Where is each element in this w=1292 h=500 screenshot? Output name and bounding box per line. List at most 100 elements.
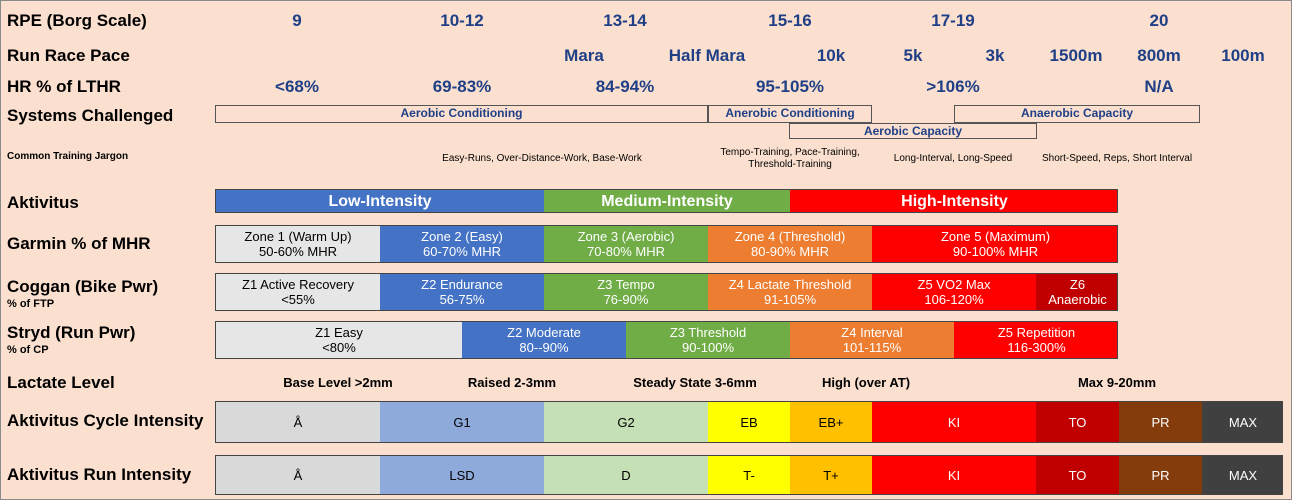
row-label-lactate: Lactate Level <box>7 373 115 392</box>
run-level-label: LSD <box>449 467 475 483</box>
row-label-aktivitus: Aktivitus <box>7 193 79 212</box>
run-level-label: TO <box>1068 467 1087 483</box>
row-label-garmin: Garmin % of MHR <box>7 234 151 253</box>
garmin-zone-name: Zone 5 (Maximum) <box>940 229 1051 244</box>
garmin-zone-range: 70-80% MHR <box>586 244 665 259</box>
system-aerobic-conditioning: Aerobic Conditioning <box>215 105 708 123</box>
run-level-label: KI <box>947 467 961 483</box>
garmin-zone-range: 80-90% MHR <box>750 244 830 259</box>
garmin-zone-range: 50-60% MHR <box>258 244 338 259</box>
garmin-zone-name: Zone 1 (Warm Up) <box>244 229 352 244</box>
cycle-level-label: KI <box>947 414 961 430</box>
coggan-zone-name: Z3 Tempo <box>597 277 655 292</box>
stryd-zone: Z3 Threshold 90-100% <box>626 322 790 358</box>
garmin-zone: Zone 5 (Maximum) 90-100% MHR <box>872 226 1117 262</box>
jargon-short: Short-Speed, Reps, Short Interval <box>1041 153 1193 164</box>
hr-value: 95-105% <box>755 77 825 96</box>
pace-value: Mara <box>564 46 604 65</box>
run-level-label: MAX <box>1228 467 1258 483</box>
rpe-value: 15-16 <box>768 11 812 30</box>
hr-value: 69-83% <box>432 77 492 96</box>
coggan-subtitle: % of FTP <box>7 298 55 310</box>
garmin-zone: Zone 4 (Threshold) 80-90% MHR <box>708 226 872 262</box>
coggan-zone-range: 56-75% <box>439 292 485 307</box>
cycle-level-label: G1 <box>453 414 471 430</box>
cycle-level: EB <box>708 402 790 442</box>
run-level: Å <box>216 456 380 494</box>
jargon-tempo-line1: Tempo-Training, Pace-Training, <box>720 147 860 158</box>
cycle-level-label: PR <box>1151 414 1170 430</box>
lactate-value: High (over AT) <box>821 375 911 390</box>
stryd-zone-name: Z2 Moderate <box>507 325 581 340</box>
hr-value: <68% <box>275 77 319 96</box>
run-level: TO <box>1036 456 1119 494</box>
garmin-zone: Zone 2 (Easy) 60-70% MHR <box>380 226 544 262</box>
coggan-zone-range: 91-105% <box>763 292 817 307</box>
run-level-label: PR <box>1151 467 1170 483</box>
lactate-value: Raised 2-3mm <box>467 375 557 390</box>
cycle-level-label: TO <box>1068 414 1087 430</box>
aktivitus-medium-label: Medium-Intensity <box>601 192 733 210</box>
cycle-level-label: Å <box>293 414 303 430</box>
run-level: KI <box>872 456 1036 494</box>
run-level-label: D <box>621 467 631 483</box>
rpe-value: 9 <box>292 11 302 30</box>
coggan-title: Coggan (Bike Pwr) <box>7 277 159 296</box>
run-level-label: T- <box>743 467 755 483</box>
jargon-long: Long-Interval, Long-Speed <box>893 153 1013 164</box>
stryd-zone-range: <80% <box>322 340 356 355</box>
aktivitus-medium: Medium-Intensity <box>544 190 790 212</box>
row-label-stryd: Stryd (Run Pwr) % of CP <box>7 323 135 356</box>
cycle-level: Å <box>216 402 380 442</box>
cycle-level: G1 <box>380 402 544 442</box>
aktivitus-low-label: Low-Intensity <box>328 192 432 210</box>
run-level-label: Å <box>293 467 303 483</box>
cycle-level-label: MAX <box>1228 414 1258 430</box>
run-level: MAX <box>1202 456 1282 494</box>
stryd-zone-range: 90-100% <box>681 340 735 355</box>
stryd-zone: Z2 Moderate 80--90% <box>462 322 626 358</box>
cycle-level: MAX <box>1202 402 1282 442</box>
jargon-easy: Easy-Runs, Over-Distance-Work, Base-Work <box>442 153 642 164</box>
stryd-zone-name: Z1 Easy <box>315 325 363 340</box>
stryd-zone: Z5 Repetition 116-300% <box>954 322 1117 358</box>
stryd-zone: Z1 Easy <80% <box>216 322 462 358</box>
rpe-value: 20 <box>1149 11 1169 30</box>
garmin-zone: Zone 3 (Aerobic) 70-80% MHR <box>544 226 708 262</box>
row-label-hr: HR % of LTHR <box>7 77 121 96</box>
row-label-jargon: Common Training Jargon <box>7 151 129 162</box>
garmin-zone-name: Zone 4 (Threshold) <box>734 229 846 244</box>
run-intensity-bar: Å LSD D T- T+ KI TO PR MAX <box>215 455 1283 495</box>
stryd-zone-range: 101-115% <box>842 340 902 355</box>
stryd-zone-name: Z4 Interval <box>841 325 903 340</box>
aktivitus-low: Low-Intensity <box>216 190 544 212</box>
pace-value: 10k <box>816 46 846 65</box>
cycle-level-label: EB+ <box>818 414 844 430</box>
system-anaerobic-capacity: Anaerobic Capacity <box>954 105 1200 123</box>
lactate-value: Max 9-20mm <box>1077 375 1157 390</box>
run-level-label: T+ <box>823 467 839 483</box>
stryd-bar: Z1 Easy <80% Z2 Moderate 80--90% Z3 Thresh… <box>215 321 1118 359</box>
stryd-zone-name: Z5 Repetition <box>997 325 1076 340</box>
hr-value: N/A <box>1144 77 1174 96</box>
cycle-level: TO <box>1036 402 1119 442</box>
coggan-zone: Z5 VO2 Max 106-120% <box>872 274 1036 310</box>
pace-value: 100m <box>1221 46 1265 65</box>
garmin-zone: Zone 1 (Warm Up) 50-60% MHR <box>216 226 380 262</box>
garmin-bar: Zone 1 (Warm Up) 50-60% MHR Zone 2 (Easy)… <box>215 225 1118 263</box>
row-label-systems: Systems Challenged <box>7 106 174 125</box>
row-label-pace: Run Race Pace <box>7 46 130 65</box>
cycle-intensity-bar: Å G1 G2 EB EB+ KI TO PR MAX <box>215 401 1283 443</box>
pace-value: 1500m <box>1049 46 1103 65</box>
aktivitus-high-label: High-Intensity <box>901 192 1008 210</box>
stryd-subtitle: % of CP <box>7 344 49 356</box>
cycle-level-label: G2 <box>617 414 635 430</box>
garmin-zone-name: Zone 2 (Easy) <box>421 229 503 244</box>
stryd-title: Stryd (Run Pwr) <box>7 323 136 342</box>
row-label-coggan: Coggan (Bike Pwr) % of FTP <box>7 277 158 310</box>
stryd-zone-range: 80--90% <box>519 340 569 355</box>
system-anerobic-conditioning: Anerobic Conditioning <box>708 105 872 123</box>
hr-value: 84-94% <box>595 77 655 96</box>
hr-value: >106% <box>926 77 980 96</box>
pace-value: 800m <box>1137 46 1181 65</box>
